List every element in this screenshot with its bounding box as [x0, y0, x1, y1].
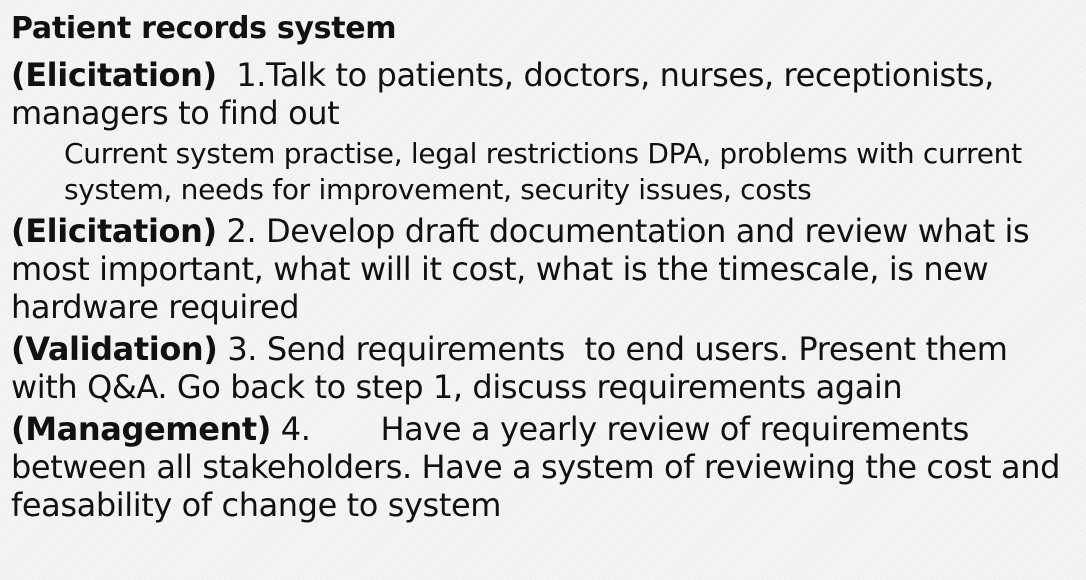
step-4-text: Have a yearly review of requirements bet…: [11, 410, 1061, 524]
slide-title: Patient records system: [11, 11, 397, 46]
step-4: (Management) 4. Have a yearly review of r…: [11, 410, 1081, 524]
step-4-number: 4.: [280, 410, 311, 448]
step-3-tag: (Validation): [11, 330, 218, 368]
step-4-tag: (Management): [11, 410, 271, 448]
step-1-number: 1.: [236, 56, 266, 94]
step-1-detail: Current system practise, legal restricti…: [64, 137, 1022, 206]
step-2-text: Develop draft documentation and review w…: [11, 212, 1030, 326]
step-3: (Validation) 3. Send requirements to end…: [11, 330, 1081, 406]
step-2: (Elicitation) 2. Develop draft documenta…: [11, 212, 1081, 326]
step-3-number: 3.: [227, 330, 258, 368]
step-2-tag: (Elicitation): [11, 212, 217, 250]
step-3-text: Send requirements to end users. Present …: [11, 330, 1018, 406]
step-1-tag: (Elicitation): [11, 56, 217, 94]
step-1-text: Talk to patients, doctors, nurses, recep…: [11, 56, 994, 132]
slide-content: Patient records system (Elicitation) 1.T…: [11, 8, 1081, 528]
step-1: (Elicitation) 1.Talk to patients, doctor…: [11, 56, 1081, 132]
step-2-number: 2.: [226, 212, 257, 250]
